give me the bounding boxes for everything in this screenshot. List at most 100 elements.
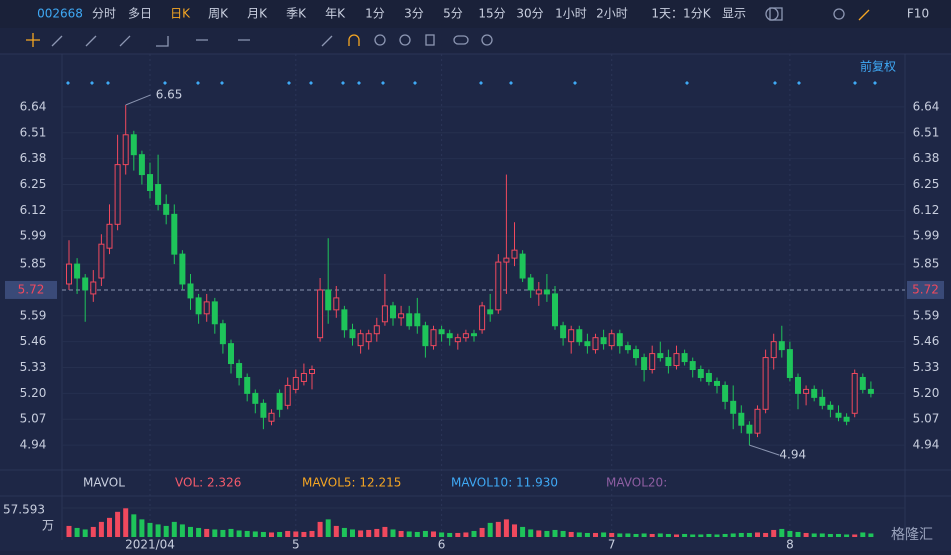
volume-bar — [738, 532, 744, 537]
tab[interactable]: 年K — [325, 7, 346, 21]
last-price-label: 5.72 — [18, 282, 45, 296]
candle-body — [284, 384, 291, 406]
volume-bar — [228, 528, 234, 537]
volume-legend: MAVOL10: 11.930 — [451, 476, 558, 490]
candle-body — [228, 343, 234, 365]
tab[interactable]: 2小时 — [596, 7, 628, 21]
candle-body — [171, 213, 178, 255]
adjust-label[interactable]: 前复权 — [860, 59, 896, 74]
tab[interactable]: 1小时 — [555, 7, 587, 21]
y-tick-label: 5.20 — [20, 386, 47, 400]
volume-bar — [593, 532, 598, 537]
y-tick-label: 6.64 — [20, 99, 47, 113]
volume-bar — [512, 524, 517, 537]
candle-body — [195, 297, 202, 315]
volume-bar — [341, 527, 347, 537]
volume-bar — [374, 528, 380, 537]
stock-code[interactable]: 002668 — [37, 7, 83, 21]
candle-body — [665, 357, 672, 367]
candle-body — [333, 297, 340, 311]
candle-body — [446, 333, 453, 339]
volume-bar — [690, 534, 696, 537]
y-tick-label: 5.07 — [913, 412, 940, 426]
volume-bar — [463, 532, 469, 537]
candle-body — [422, 325, 429, 347]
volume-bar — [706, 533, 712, 537]
volume-bar — [90, 526, 96, 537]
candle-body — [357, 333, 364, 347]
x-tick-label: 8 — [786, 538, 794, 552]
volume-bar — [811, 533, 817, 537]
volume-tick-label: 57.593 — [3, 503, 45, 517]
volume-bar — [827, 533, 833, 537]
high-pointer — [125, 94, 151, 106]
volume-bar — [301, 531, 307, 537]
volume-bar — [66, 525, 72, 537]
tab[interactable]: 显示 — [722, 7, 746, 21]
y-tick-label: 5.33 — [20, 360, 47, 374]
volume-bar — [398, 530, 404, 537]
tab[interactable]: 季K — [286, 7, 307, 21]
candle-body — [292, 376, 299, 390]
volume-legend: MAVOL20: — [606, 476, 667, 490]
volume-bar — [285, 530, 291, 537]
tab[interactable]: 5分 — [443, 7, 463, 21]
tab[interactable]: 多日 — [128, 7, 152, 21]
candle-body — [106, 223, 113, 249]
tab[interactable]: 1天：1分K — [651, 7, 711, 21]
candle-body — [398, 313, 405, 319]
volume-bar — [196, 527, 202, 537]
volume-bar — [649, 533, 655, 537]
tab[interactable]: 分时 — [92, 7, 116, 21]
y-tick-label: 6.38 — [20, 151, 47, 165]
volume-bar — [771, 529, 777, 537]
volume-bar — [236, 530, 242, 537]
volume-bar — [350, 529, 355, 537]
candle-body — [365, 333, 372, 343]
volume-bar — [682, 533, 688, 537]
volume-bar — [528, 529, 534, 537]
y-tick-label: 4.94 — [20, 438, 47, 452]
volume-bar — [560, 530, 566, 537]
indicator-name[interactable]: MAVOL — [83, 476, 125, 490]
candle-body — [641, 357, 648, 371]
tab[interactable]: 1分 — [365, 7, 385, 21]
candle-body — [592, 337, 599, 351]
x-tick-label: 7 — [608, 538, 616, 552]
volume-bar — [787, 530, 793, 537]
tab[interactable]: 日K — [170, 7, 191, 21]
candle-body — [130, 134, 137, 156]
tab[interactable]: 15分 — [478, 7, 505, 21]
candle-body — [803, 388, 810, 394]
y-tick-label: 6.51 — [20, 125, 47, 139]
candle-body — [349, 329, 356, 339]
f10-button[interactable]: F10 — [907, 7, 929, 21]
tab[interactable]: 月K — [247, 7, 268, 21]
volume-bar — [431, 531, 436, 537]
volume-bar — [155, 524, 161, 537]
candle-body — [430, 329, 437, 347]
candle-body — [252, 392, 259, 404]
volume-bar — [358, 530, 364, 537]
candle-body — [730, 400, 737, 414]
volume-bar — [131, 514, 137, 537]
tab[interactable]: 周K — [208, 7, 229, 21]
candle-body — [616, 333, 623, 347]
candle-body — [746, 424, 753, 434]
high-label: 6.65 — [156, 87, 183, 101]
volume-bar — [269, 532, 274, 537]
tab[interactable]: 30分 — [516, 7, 543, 21]
y-tick-label: 6.64 — [913, 99, 940, 113]
candle-body — [268, 412, 275, 422]
y-tick-label: 5.20 — [913, 386, 940, 400]
candle-body — [843, 416, 850, 422]
candle-body — [414, 313, 421, 327]
volume-bar — [252, 531, 258, 537]
candle-body — [560, 325, 567, 339]
volume-bar — [139, 519, 145, 537]
candle-body — [600, 337, 607, 345]
tab[interactable]: 3分 — [404, 7, 424, 21]
candle-body — [859, 376, 866, 390]
